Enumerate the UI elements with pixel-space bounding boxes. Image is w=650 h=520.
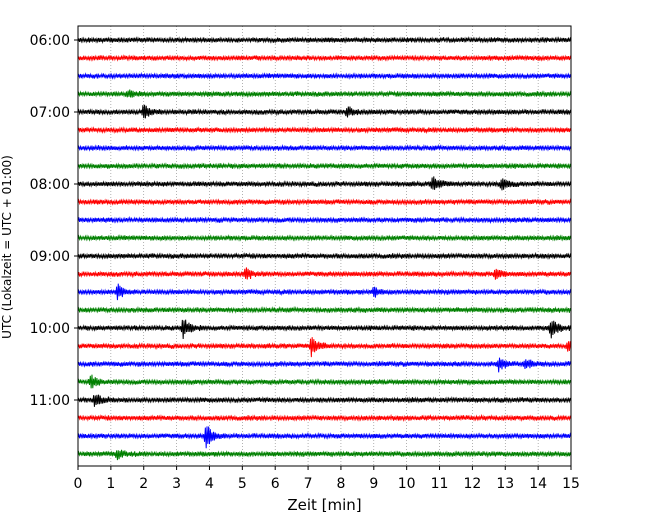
x-tick-label: 2: [139, 476, 148, 492]
y-tick-label: 08:00: [30, 177, 70, 193]
trace-0600: [77, 36, 572, 44]
x-tick-label: 10: [398, 476, 416, 492]
x-tick-label: 3: [172, 476, 181, 492]
trace-0745: [77, 162, 572, 170]
trace-0830: [77, 215, 572, 225]
x-tick-label: 4: [205, 476, 214, 492]
x-tick-label: 12: [463, 476, 481, 492]
trace-1015: [77, 337, 572, 358]
trace-1000: [77, 319, 572, 339]
trace-0845: [77, 234, 572, 242]
trace-0930: [77, 283, 572, 301]
y-tick-label: 11:00: [30, 393, 70, 409]
y-axis-label: UTC (Lokalzeit = UTC + 01:00): [0, 155, 14, 339]
trace-0900: [77, 251, 572, 261]
x-axis-ticks: 0 1 2 3 4 5 6 7 8 9 10 11 12 13 14 15: [74, 466, 580, 492]
trace-0800: [77, 176, 572, 191]
trace-1115: [77, 413, 572, 422]
trace-0700: [77, 104, 572, 119]
x-tick-label: 8: [336, 476, 345, 492]
trace-0945: [77, 305, 572, 314]
x-tick-label: 11: [431, 476, 449, 492]
trace-0730: [77, 143, 572, 152]
trace-0815: [77, 198, 572, 206]
trace-0645: [77, 89, 572, 99]
trace-1030: [77, 357, 572, 373]
trace-0915: [77, 267, 572, 280]
vertical-grid: [110, 26, 539, 466]
plot-frame: [77, 25, 572, 467]
trace-0615: [77, 54, 572, 62]
x-tick-label: 7: [304, 476, 313, 492]
trace-1045: [77, 374, 572, 389]
y-tick-label: 06:00: [30, 33, 70, 49]
x-tick-label: 0: [74, 476, 83, 492]
trace-1145: [77, 449, 572, 461]
x-tick-label: 5: [238, 476, 247, 492]
y-tick-label: 07:00: [30, 105, 70, 121]
trace-1130: [77, 426, 572, 449]
trace-0630: [77, 71, 572, 80]
trace-0715: [77, 126, 572, 135]
x-tick-label: 14: [529, 476, 547, 492]
y-tick-label: 09:00: [30, 249, 70, 265]
x-tick-label: 9: [369, 476, 378, 492]
trace-1100: [77, 394, 572, 407]
x-tick-label: 6: [271, 476, 280, 492]
x-tick-label: 15: [562, 476, 580, 492]
x-axis-label: Zeit [min]: [287, 496, 361, 514]
trace-series: [77, 36, 572, 461]
x-tick-label: 13: [496, 476, 514, 492]
y-axis-ticks: 06:00 07:00 08:00 09:00 10:00 11:00: [30, 33, 78, 409]
x-tick-label: 1: [106, 476, 115, 492]
y-tick-label: 10:00: [30, 321, 70, 337]
